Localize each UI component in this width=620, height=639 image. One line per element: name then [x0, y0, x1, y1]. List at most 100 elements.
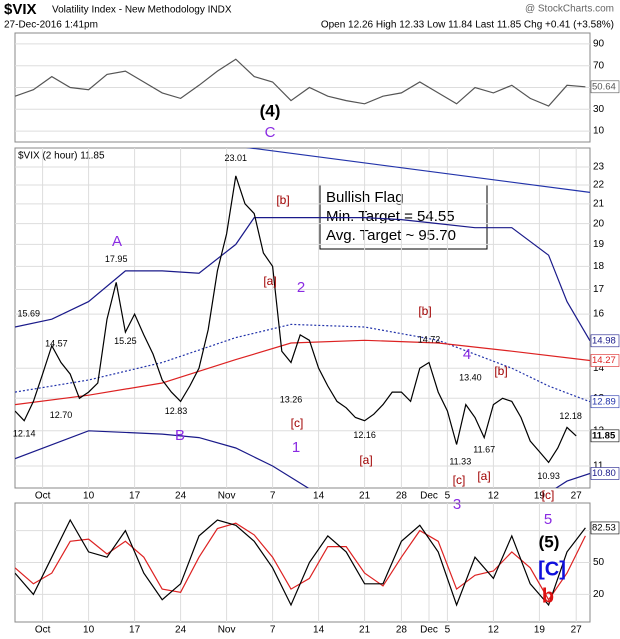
x-tick-label: 14: [313, 491, 325, 502]
x-tick-label: 7: [270, 491, 276, 502]
y-tick-label: 70: [593, 60, 605, 71]
price-label: 17.95: [105, 254, 128, 264]
series-line: [245, 148, 590, 193]
y-tick-label: 21: [593, 198, 605, 209]
y-tick-label: 23: [593, 162, 605, 173]
price-label: 12.16: [353, 430, 376, 440]
series-line: [15, 430, 590, 488]
x-tick-label: 12: [488, 625, 500, 636]
y-tick-label: 18: [593, 261, 605, 272]
last-value-label: 10.80: [592, 468, 616, 479]
x-tick-label: 27: [571, 491, 583, 502]
quote: Open 12.26 High 12.33 Low 11.84 Last 11.…: [321, 20, 614, 31]
price-label: 12.83: [165, 406, 188, 416]
wave-label: 4: [463, 346, 471, 363]
price-label: 12.70: [50, 410, 73, 420]
series-line: [15, 58, 586, 107]
date: 27-Dec-2016 1:41pm: [4, 20, 98, 31]
y-tick-label: 19: [593, 239, 605, 250]
x-tick-label: 21: [359, 625, 371, 636]
wave-label: [c]: [542, 488, 555, 502]
wave-label: (5): [539, 532, 560, 551]
series-line: [15, 518, 586, 607]
x-tick-label: 5: [445, 625, 451, 636]
series-line: [15, 175, 577, 464]
x-tick-label: 17: [129, 491, 141, 502]
x-tick-label: 5: [445, 491, 451, 502]
x-tick-label: 28: [396, 625, 408, 636]
x-tick-label: Oct: [35, 491, 51, 502]
x-tick-label: 24: [175, 625, 187, 636]
last-value-label: 50.64: [592, 81, 616, 92]
last-value-badge: [590, 395, 620, 409]
price-label: 14.72: [418, 334, 441, 344]
wave-label: (4): [260, 101, 281, 120]
last-value-label: 82.53: [592, 522, 616, 533]
last-value-badge: [590, 334, 620, 348]
wave-label: B: [175, 427, 185, 444]
price-label: 11.33: [449, 456, 471, 466]
wave-label: 3: [453, 496, 461, 513]
wave-label: 2: [297, 279, 305, 296]
last-value-badge: [590, 80, 620, 94]
price-label: 15.25: [114, 336, 137, 346]
x-tick-label: 19: [534, 491, 546, 502]
wave-label: [a]: [477, 469, 490, 483]
price-label: 14.57: [45, 338, 68, 348]
x-tick-label: 12: [488, 491, 500, 502]
instrument-name: Volatility Index - New Methodology INDX: [52, 5, 232, 16]
flag-text: Avg. Target ~ 95.70: [326, 227, 456, 244]
x-tick-label: 21: [359, 491, 371, 502]
wave-label: [b]: [494, 364, 507, 378]
last-value-label: 11.85: [592, 430, 616, 441]
wave-label: [a]: [263, 274, 276, 288]
price-label: 13.26: [280, 395, 303, 405]
x-tick-label: Oct: [35, 625, 51, 636]
series-line: [15, 217, 590, 342]
x-tick-label: 27: [571, 625, 583, 636]
price-label: 15.69: [18, 308, 41, 318]
price-label: 10.93: [537, 471, 560, 481]
last-value-label: 12.89: [592, 396, 616, 407]
y-tick-label: 50: [593, 557, 605, 568]
last-value-badge: [590, 429, 620, 443]
price-label: 12.18: [559, 411, 582, 421]
wave-label: b: [542, 585, 554, 607]
x-tick-label: 28: [396, 491, 408, 502]
last-value-label: 14.27: [592, 355, 616, 366]
x-tick-label: 7: [270, 625, 276, 636]
x-tick-label: Dec: [420, 625, 438, 636]
price-label: 23.01: [225, 153, 248, 163]
wave-label: A: [112, 233, 122, 250]
y-tick-label: 11: [593, 461, 604, 472]
y-tick-label: 16: [593, 309, 605, 320]
panel-frame: [14, 147, 591, 489]
price-label: 11.67: [473, 444, 495, 454]
x-tick-label: 24: [175, 491, 187, 502]
y-tick-label: 22: [593, 180, 605, 191]
series-line: [15, 323, 590, 403]
y-tick-label: 10: [593, 126, 605, 137]
x-tick-label: 10: [83, 491, 95, 502]
x-tick-label: Dec: [420, 491, 438, 502]
wave-label: [c]: [291, 416, 304, 430]
y-tick-label: 90: [593, 39, 605, 50]
last-value-badge: [590, 467, 620, 480]
last-value-label: 14.98: [592, 335, 616, 346]
x-tick-label: Nov: [218, 625, 236, 636]
y-tick-label: 17: [593, 284, 605, 295]
flag-text: Min. Target = 54.55: [326, 208, 455, 225]
wave-label: [C]: [538, 558, 566, 580]
series-line: [15, 522, 586, 601]
price-label: 13.40: [459, 372, 482, 382]
y-tick-label: 20: [593, 218, 605, 229]
price-label: 12.14: [13, 428, 36, 438]
source: @ StockCharts.com: [525, 4, 614, 15]
x-tick-label: 14: [313, 625, 325, 636]
wave-label: [c]: [453, 473, 466, 487]
wave-label: C: [265, 124, 276, 141]
wave-label: [b]: [418, 304, 431, 318]
wave-label: [a]: [359, 453, 372, 467]
x-tick-label: 17: [129, 625, 141, 636]
